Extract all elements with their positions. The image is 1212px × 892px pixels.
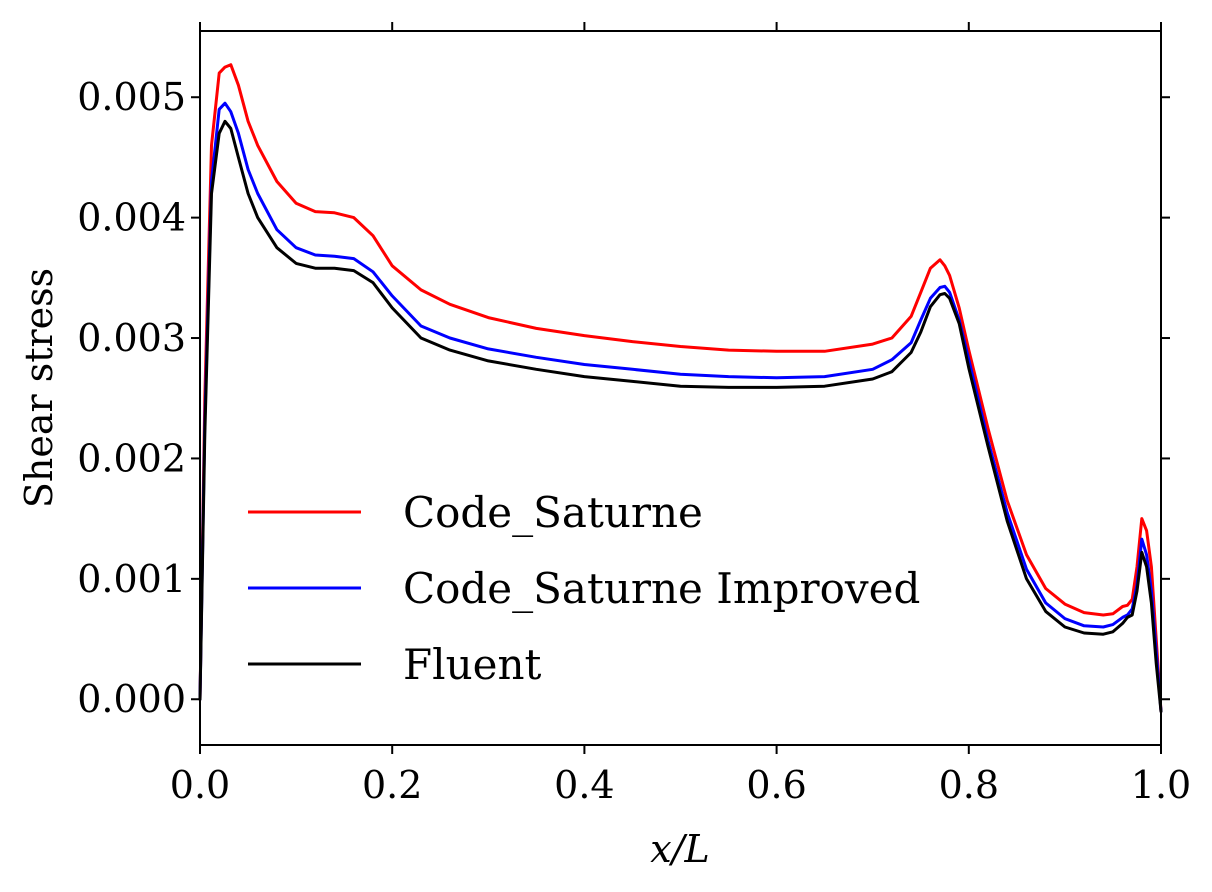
series-layer [198, 63, 1163, 713]
series-line-code-saturne [198, 63, 1163, 713]
x-tick-label: 0.6 [746, 763, 806, 807]
x-ticks: 0.0 0.2 0.4 0.6 0.8 1.0 [170, 22, 1191, 807]
legend-label: Code_Saturne Improved [403, 564, 920, 613]
y-tick-label: 0.005 [77, 75, 186, 119]
y-tick-label: 0.002 [77, 436, 186, 480]
legend-label: Code_Saturne [403, 488, 703, 537]
x-tick-label: 1.0 [1131, 763, 1191, 807]
legend: Code_Saturne Code_Saturne Improved Fluent [248, 488, 920, 689]
y-tick-label: 0.000 [77, 677, 186, 721]
x-tick-label: 0.2 [362, 763, 422, 807]
y-tick-label: 0.003 [77, 316, 186, 360]
series-line-fluent [198, 119, 1163, 713]
y-tick-label: 0.004 [77, 196, 186, 240]
x-tick-label: 0.8 [939, 763, 999, 807]
x-axis-title: x/L [650, 827, 709, 871]
x-tick-label: 0.4 [554, 763, 614, 807]
plot-frame [199, 30, 1162, 746]
x-tick-label: 0.0 [170, 763, 230, 807]
legend-label: Fluent [403, 640, 542, 689]
series-line-code-saturne-improved [198, 101, 1163, 713]
y-ticks: 0.000 0.001 0.002 0.003 0.004 0.005 [77, 75, 1170, 721]
y-tick-label: 0.001 [77, 557, 186, 601]
y-axis-title: Shear stress [17, 268, 61, 508]
